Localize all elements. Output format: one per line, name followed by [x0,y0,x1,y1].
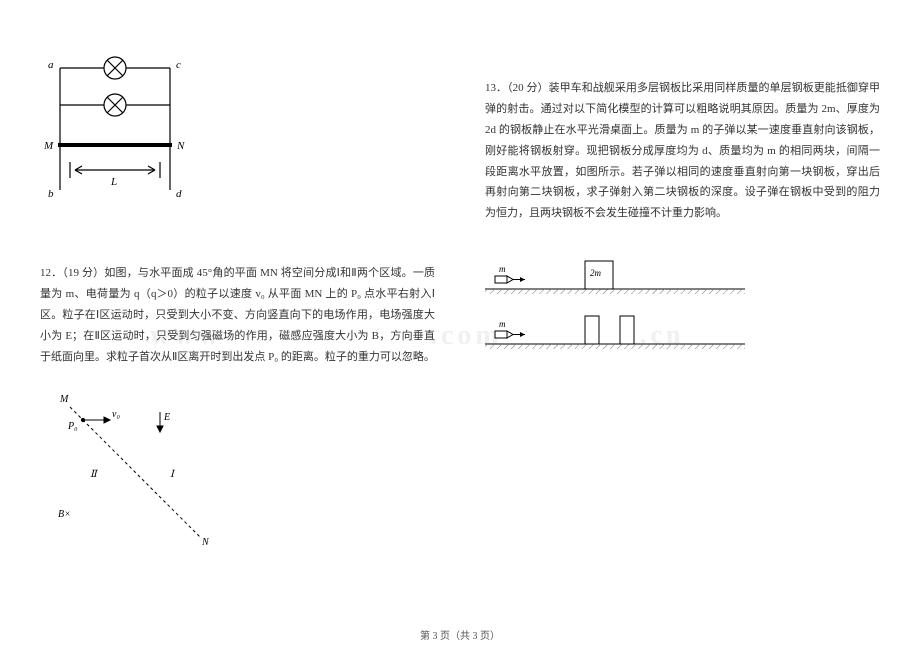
circuit-diagram: a c M N b d L [40,50,200,200]
svg-text:b: b [48,188,54,200]
svg-text:L: L [110,176,117,188]
svg-text:m: m [499,264,506,274]
problem-13: 13．（20 分）装甲车和战舰采用多层钢板比采用同样质量的单层钢板更能抵御穿甲弹… [485,78,880,224]
svg-text:N: N [201,537,210,547]
svg-text:v₀: v₀ [112,409,120,420]
svg-text:M: M [43,140,54,152]
problem-score: （19 分） [62,267,104,279]
svg-text:m: m [499,319,506,329]
problem-number: 13． [485,82,507,94]
svg-text:M: M [59,394,69,405]
svg-text:B×: B× [58,509,71,520]
problem-12: 12．（19 分）如图，与水平面成 45°角的平面 MN 将空间分成Ⅰ和Ⅱ两个区… [40,263,435,367]
page-footer: 第 3 页（共 3 页） [0,627,920,642]
bullet-plate-diagram: m 2m m [485,249,745,359]
svg-text:d: d [176,188,182,200]
problem-number: 12． [40,267,62,279]
svg-text:a: a [48,59,54,71]
svg-text:c: c [176,59,181,71]
svg-text:N: N [176,140,185,152]
svg-text:Ⅱ: Ⅱ [90,469,99,480]
svg-text:E: E [163,412,170,423]
problem-text: 如图，与水平面成 45°角的平面 MN 将空间分成Ⅰ和Ⅱ两个区域。一质量为 m、… [40,267,435,363]
region-diagram: M N P₀ v₀ E Ⅰ Ⅱ B× [50,387,250,547]
svg-text:Ⅰ: Ⅰ [170,469,176,480]
svg-text:P₀: P₀ [67,421,78,432]
svg-text:2m: 2m [590,268,602,278]
problem-score: （20 分） [507,82,548,94]
problem-text: 装甲车和战舰采用多层钢板比采用同样质量的单层钢板更能抵御穿甲弹的射击。通过对以下… [485,82,880,219]
